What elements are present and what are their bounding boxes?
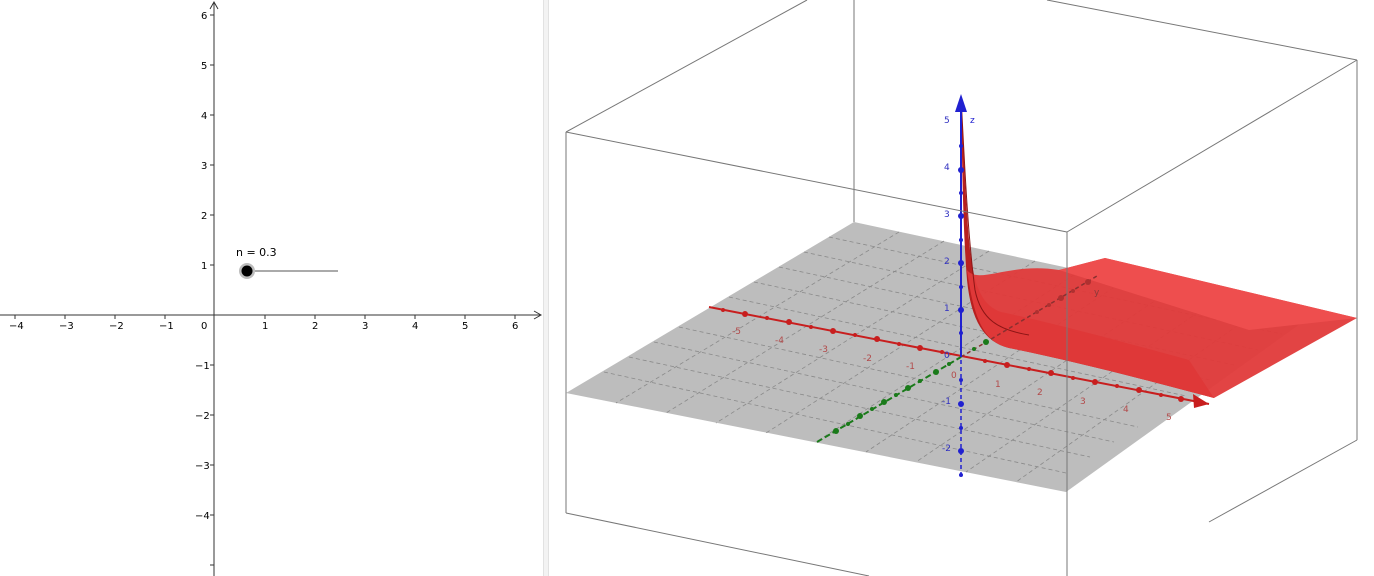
- y-tick-label: −3: [195, 461, 210, 472]
- x-tick-label: 5: [462, 321, 468, 332]
- y-tick-label: −2: [195, 411, 210, 422]
- clipping-box-back: [565, 0, 1358, 222]
- graphics-2d-canvas[interactable]: −4 −3 −2 −1 0 1 2 3 4 5 6 1 2 3 4 5 6 −1…: [0, 0, 543, 576]
- x-tick-label: −4: [9, 321, 24, 332]
- z3d-tick-label: 4: [944, 163, 950, 173]
- x-tick-label: 2: [312, 321, 318, 332]
- z3d-tick-label: -2: [942, 444, 951, 454]
- z3d-tick-label: 3: [944, 210, 950, 220]
- graphics-3d-canvas[interactable]: -5 -4 -3 -2 -1 0 1 2 3 4 5: [549, 0, 1374, 576]
- y-axis-label: y: [1094, 288, 1100, 298]
- x3d-tick-label: 0: [951, 371, 957, 381]
- y-tick-label: 5: [201, 61, 207, 72]
- y-tick-label: −4: [195, 511, 210, 522]
- z3d-tick-label: -1: [942, 397, 951, 407]
- slider-n[interactable]: n = 0.3: [236, 246, 338, 279]
- x-tick-label: 0: [201, 321, 207, 332]
- slider-n-handle[interactable]: [241, 265, 253, 277]
- x-tick-label: 1: [262, 321, 268, 332]
- graphics-view-2d[interactable]: −4 −3 −2 −1 0 1 2 3 4 5 6 1 2 3 4 5 6 −1…: [0, 0, 543, 576]
- x-tick-label: 6: [512, 321, 518, 332]
- clipping-box-front: [565, 59, 1358, 576]
- x3d-tick-label: -2: [863, 354, 872, 364]
- x-axis-arrow-icon: [533, 310, 543, 320]
- y-tick-label: 2: [201, 211, 207, 222]
- x-axis-3d: [708, 306, 1210, 408]
- z-axis-arrow-icon: [955, 94, 967, 112]
- x-tick-label: −3: [59, 321, 74, 332]
- x-axis-arrow-icon: [1193, 394, 1209, 408]
- slider-n-label: n = 0.3: [236, 246, 277, 259]
- y-tick-label: 3: [201, 161, 207, 172]
- x3d-tick-label: 3: [1080, 397, 1086, 407]
- y-axis-arrow-icon: [209, 0, 219, 10]
- y-axis-tick-marks: [210, 14, 214, 566]
- x-tick-label: 4: [412, 321, 418, 332]
- x3d-tick-label: 1: [995, 380, 1001, 390]
- x3d-tick-label: -3: [819, 345, 828, 355]
- graphics-view-3d[interactable]: -5 -4 -3 -2 -1 0 1 2 3 4 5: [549, 0, 1374, 576]
- x3d-tick-label: -1: [906, 362, 915, 372]
- z3d-tick-label: 0: [944, 351, 950, 361]
- x-tick-label: −2: [109, 321, 124, 332]
- z3d-tick-label: 2: [944, 257, 950, 267]
- x-axis-tick-marks: [14, 315, 516, 319]
- y-tick-label: −1: [195, 361, 210, 372]
- z3d-tick-label: 5: [944, 116, 950, 126]
- x3d-tick-label: 2: [1037, 388, 1043, 398]
- y-tick-label: 6: [201, 11, 207, 22]
- y-axis-3d: y: [816, 275, 1100, 443]
- x3d-tick-label: 4: [1123, 405, 1129, 415]
- z-axis-label: z: [970, 116, 975, 126]
- x3d-tick-label: 5: [1166, 413, 1172, 423]
- x-tick-label: 3: [362, 321, 368, 332]
- x-tick-label: −1: [159, 321, 174, 332]
- y-tick-label: 1: [201, 261, 207, 272]
- z3d-tick-label: 1: [944, 304, 950, 314]
- surface-graph[interactable]: [960, 96, 1357, 398]
- y-tick-label: 4: [201, 111, 207, 122]
- x3d-tick-label: -5: [732, 327, 741, 337]
- x3d-tick-label: -4: [775, 336, 784, 346]
- z-axis-3d: z: [955, 94, 975, 477]
- view-splitter[interactable]: [543, 0, 549, 576]
